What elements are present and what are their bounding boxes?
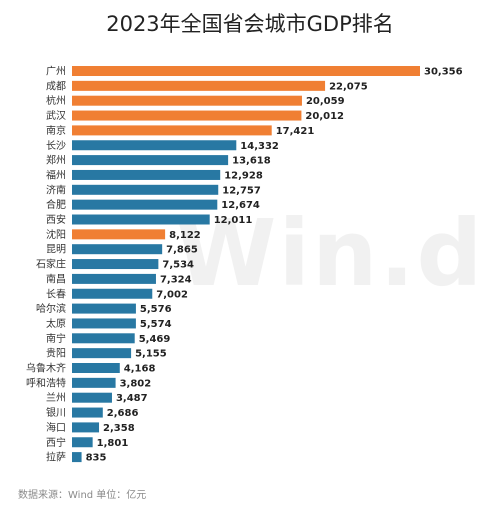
bar — [72, 184, 219, 195]
chart-title: 2023年全国省会城市GDP排名 — [106, 12, 394, 36]
value-label: 7,865 — [166, 245, 198, 256]
source-note: 数据来源：Wind 单位：亿元 — [18, 490, 147, 501]
category-label: 成都 — [46, 80, 66, 92]
category-label: 合肥 — [46, 198, 66, 211]
category-label: 拉萨 — [46, 451, 66, 464]
value-label: 5,574 — [140, 319, 172, 330]
category-label: 南宁 — [46, 332, 66, 345]
category-label: 长沙 — [46, 140, 66, 152]
category-label: 石家庄 — [36, 258, 66, 271]
value-label: 5,155 — [135, 349, 167, 360]
bar — [72, 66, 420, 76]
bar — [72, 318, 136, 329]
category-label: 哈尔滨 — [36, 302, 66, 315]
category-label: 广州 — [46, 66, 66, 78]
value-label: 14,332 — [240, 141, 279, 152]
category-label: 太原 — [46, 317, 66, 330]
bar — [72, 229, 166, 240]
bar — [72, 95, 302, 106]
category-label: 南昌 — [46, 272, 66, 285]
bar — [72, 140, 237, 151]
value-label: 3,487 — [116, 393, 148, 404]
bar — [72, 348, 132, 359]
category-label: 长春 — [46, 288, 66, 300]
value-label: 7,002 — [156, 289, 188, 300]
bar — [72, 110, 302, 121]
category-label: 昆明 — [46, 244, 66, 256]
value-label: 30,356 — [424, 67, 463, 78]
wind-watermark: Win.d — [175, 200, 485, 307]
value-label: 7,324 — [160, 274, 192, 285]
category-label: 乌鲁木齐 — [26, 362, 66, 375]
category-label: 贵阳 — [46, 347, 66, 360]
bar — [72, 169, 221, 180]
value-label: 12,011 — [214, 215, 253, 226]
bar — [72, 377, 116, 388]
bar — [72, 422, 100, 433]
value-label: 20,059 — [306, 96, 345, 107]
bar — [72, 392, 112, 403]
value-label: 5,469 — [139, 334, 171, 345]
bar — [72, 363, 120, 373]
category-label: 杭州 — [46, 94, 66, 107]
category-label: 郑州 — [46, 154, 66, 167]
value-label: 8,122 — [169, 230, 201, 241]
bar — [72, 125, 272, 136]
bar — [72, 452, 82, 463]
category-label: 南京 — [46, 124, 66, 137]
category-label: 福州 — [46, 168, 66, 181]
category-label: 呼和浩特 — [26, 377, 66, 389]
category-label: 沈阳 — [46, 228, 66, 241]
value-label: 22,075 — [329, 81, 368, 92]
bar — [72, 214, 210, 225]
bar — [72, 155, 229, 166]
value-label: 4,168 — [124, 364, 156, 375]
value-label: 20,012 — [305, 111, 344, 122]
category-label: 济南 — [46, 183, 66, 196]
value-label: 12,674 — [221, 200, 260, 211]
bar — [72, 199, 218, 210]
bar — [72, 288, 153, 299]
bar — [72, 437, 93, 448]
value-label: 3,802 — [120, 378, 152, 389]
bar — [72, 333, 135, 344]
value-label: 1,801 — [97, 438, 129, 449]
value-label: 2,358 — [103, 423, 135, 434]
bar — [72, 80, 326, 91]
category-label: 西宁 — [46, 436, 66, 449]
value-label: 2,686 — [107, 408, 139, 419]
category-label: 西安 — [46, 213, 66, 226]
value-label: 13,618 — [232, 156, 271, 167]
value-label: 7,534 — [162, 260, 194, 271]
value-label: 12,757 — [222, 185, 261, 196]
value-label: 12,928 — [224, 170, 263, 181]
category-label: 兰州 — [46, 391, 66, 404]
value-label: 5,576 — [140, 304, 172, 315]
bar — [72, 244, 163, 255]
category-label: 海口 — [46, 421, 66, 434]
bar — [72, 273, 156, 284]
bar — [72, 407, 103, 418]
bar — [72, 259, 159, 270]
category-label: 银川 — [46, 406, 66, 419]
bar — [72, 303, 136, 314]
category-label: 武汉 — [46, 109, 66, 122]
value-label: 835 — [86, 453, 107, 464]
value-label: 17,421 — [276, 126, 315, 137]
